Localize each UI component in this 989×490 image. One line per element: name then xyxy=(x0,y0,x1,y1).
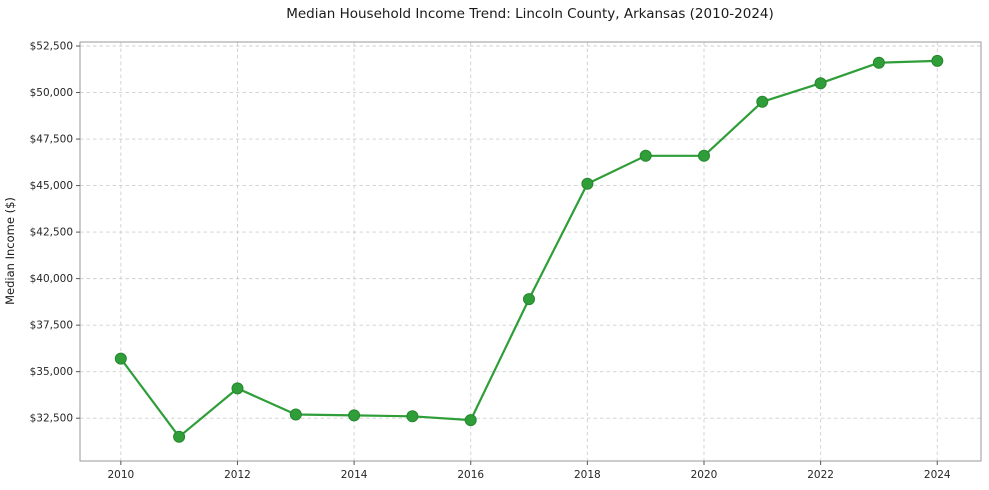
tick-layer: $32,500 $35,000 $37,500 $40,000 $42,500 $45,0… xyxy=(30,41,951,481)
x-tick-label: 2020 xyxy=(691,469,718,481)
data-point-marker xyxy=(231,382,244,395)
data-point-marker xyxy=(814,77,827,90)
x-tick-label: 2012 xyxy=(224,469,251,481)
data-point-marker xyxy=(114,352,127,365)
x-tick-label: 2024 xyxy=(924,469,951,481)
data-point-marker xyxy=(289,408,302,421)
data-point-marker xyxy=(698,149,710,162)
plot-border xyxy=(79,41,982,462)
data-point-marker xyxy=(581,177,594,190)
data-point-marker xyxy=(348,409,361,422)
x-tick-label: 2016 xyxy=(457,469,484,481)
chart-title: Median Household Income Trend: Lincoln C… xyxy=(286,6,774,22)
y-tick-label: $42,500 xyxy=(30,227,73,239)
data-point-marker xyxy=(523,293,535,306)
y-tick-label: $47,500 xyxy=(30,134,73,146)
y-tick-label: $37,500 xyxy=(30,320,73,332)
y-axis-label: Median Income ($) xyxy=(3,197,17,305)
y-tick-label: $50,000 xyxy=(30,87,73,99)
trend-line xyxy=(119,59,939,438)
data-point-marker xyxy=(406,410,419,423)
x-tick-label: 2022 xyxy=(807,469,834,481)
y-tick-label: $32,500 xyxy=(30,413,73,425)
x-tick-label: 2010 xyxy=(107,469,134,481)
x-tick-label: 2014 xyxy=(341,469,368,481)
y-tick-label: $45,000 xyxy=(30,180,73,192)
grid-layer xyxy=(80,42,981,461)
data-point-marker xyxy=(173,430,186,443)
y-tick-label: $40,000 xyxy=(30,273,73,285)
data-point-marker xyxy=(639,149,652,162)
y-tick-label: $52,500 xyxy=(30,41,73,53)
x-tick-label: 2018 xyxy=(574,469,601,481)
series-layer xyxy=(114,54,944,443)
y-tick-label: $35,000 xyxy=(30,366,73,378)
data-point-marker xyxy=(756,95,769,108)
data-point-marker xyxy=(464,414,477,427)
data-point-marker xyxy=(931,54,944,67)
data-point-marker xyxy=(872,56,885,69)
